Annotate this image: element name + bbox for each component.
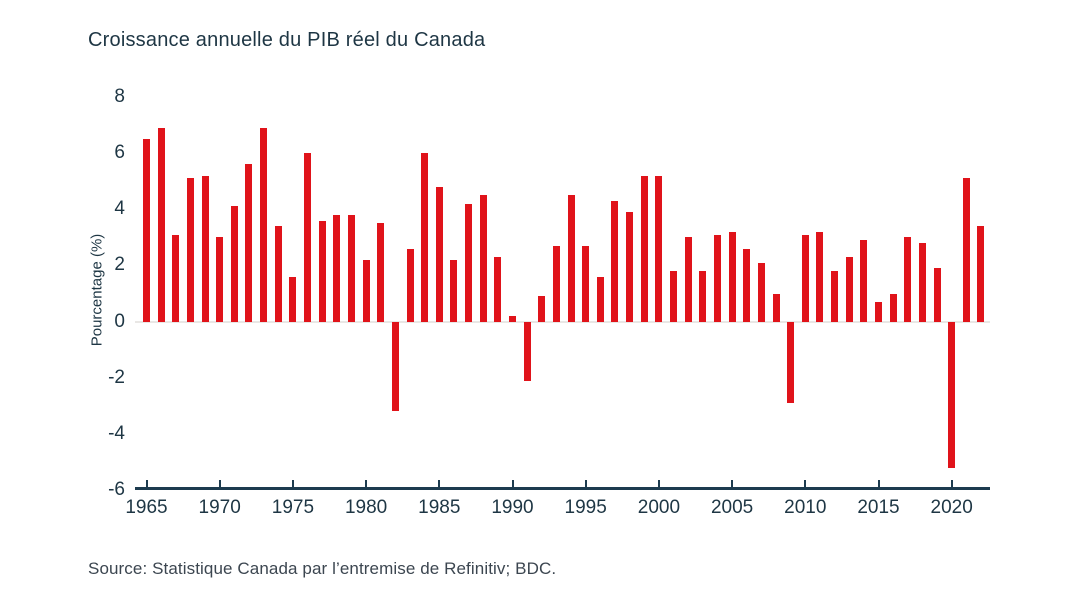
bar-1975 xyxy=(289,276,297,322)
bar-1982 xyxy=(391,321,399,412)
x-tick-label-2020: 2020 xyxy=(930,497,973,518)
x-tick-mark-2000 xyxy=(657,480,660,487)
x-tick-label-1985: 1985 xyxy=(418,497,461,518)
bar-1998 xyxy=(626,212,634,322)
bar-1971 xyxy=(230,206,238,322)
plot-area xyxy=(135,97,990,490)
bar-1990 xyxy=(509,315,516,322)
bar-2022 xyxy=(977,226,985,322)
x-tick-mark-2015 xyxy=(877,480,880,487)
x-tick-label-1990: 1990 xyxy=(491,497,534,518)
bar-1980 xyxy=(362,259,370,322)
x-tick-label-1975: 1975 xyxy=(271,497,315,518)
y-tick-label--4: -4 xyxy=(108,422,125,444)
x-tick-mark-1965 xyxy=(145,480,148,487)
bar-2010 xyxy=(801,234,809,322)
x-tick-label-1995: 1995 xyxy=(564,497,607,518)
bar-1992 xyxy=(538,296,546,322)
zero-baseline xyxy=(135,320,990,323)
bar-2008 xyxy=(772,293,780,322)
bar-2018 xyxy=(918,242,926,322)
bar-2016 xyxy=(889,293,897,322)
bar-2019 xyxy=(933,268,941,322)
bar-1967 xyxy=(172,234,180,322)
bar-2017 xyxy=(904,237,912,322)
bar-2009 xyxy=(787,321,795,403)
bar-2001 xyxy=(670,271,678,322)
bar-2003 xyxy=(699,271,707,322)
y-tick-label--6: -6 xyxy=(108,479,125,500)
x-tick-mark-2005 xyxy=(731,480,734,487)
bar-1995 xyxy=(582,245,590,322)
bar-1988 xyxy=(479,195,487,322)
y-tick-label-0: 0 xyxy=(114,310,125,332)
y-tick-label-2: 2 xyxy=(114,254,125,276)
x-tick-label-1965: 1965 xyxy=(125,497,168,518)
bar-1968 xyxy=(186,178,194,322)
bar-1984 xyxy=(421,153,429,322)
x-tick-label-1970: 1970 xyxy=(198,497,241,518)
x-tick-mark-2010 xyxy=(804,480,807,487)
x-tick-mark-1985 xyxy=(438,480,441,487)
chart-title: Croissance annuelle du PIB réel du Canad… xyxy=(88,29,486,51)
x-tick-label-2005: 2005 xyxy=(710,497,754,518)
bar-2000 xyxy=(655,175,663,322)
x-tick-mark-1990 xyxy=(511,480,514,487)
bar-2011 xyxy=(816,231,824,322)
bar-1977 xyxy=(318,220,326,322)
bar-1966 xyxy=(157,127,165,322)
bar-1985 xyxy=(435,186,443,322)
bar-1991 xyxy=(523,321,531,381)
bar-1994 xyxy=(567,195,575,322)
x-tick-label-2010: 2010 xyxy=(784,497,827,518)
bar-1986 xyxy=(450,259,458,322)
y-tick-label-6: 6 xyxy=(114,142,125,164)
bar-2005 xyxy=(728,231,736,322)
x-tick-mark-2020 xyxy=(950,480,953,487)
bar-2006 xyxy=(743,248,751,322)
bar-1974 xyxy=(274,226,282,322)
bar-1997 xyxy=(611,200,619,322)
bar-1973 xyxy=(260,127,268,322)
bar-2020 xyxy=(948,321,956,468)
bar-1983 xyxy=(406,248,414,322)
x-tick-mark-1970 xyxy=(218,480,221,487)
bar-1972 xyxy=(245,164,253,322)
bar-2015 xyxy=(875,301,882,322)
bar-2012 xyxy=(831,271,839,322)
bar-2002 xyxy=(684,237,692,322)
bar-1978 xyxy=(333,214,341,322)
bar-1970 xyxy=(216,237,224,322)
x-tick-mark-1980 xyxy=(365,480,368,487)
bar-1969 xyxy=(201,175,209,322)
x-tick-mark-1995 xyxy=(584,480,587,487)
bar-1976 xyxy=(304,153,312,322)
x-tick-label-2015: 2015 xyxy=(857,497,900,518)
bar-1965 xyxy=(143,139,150,322)
bar-1999 xyxy=(640,175,648,322)
x-axis-line xyxy=(135,487,990,490)
bar-2014 xyxy=(860,240,868,322)
bar-1979 xyxy=(347,214,355,322)
bar-1981 xyxy=(377,223,385,322)
bar-1987 xyxy=(465,203,473,322)
source-note: Source: Statistique Canada par l’entremi… xyxy=(88,559,557,578)
bar-2004 xyxy=(713,234,721,322)
x-tick-label-2000: 2000 xyxy=(637,497,681,518)
y-tick-label-4: 4 xyxy=(114,198,125,220)
y-tick-label--2: -2 xyxy=(108,366,125,388)
bar-2013 xyxy=(845,257,853,322)
y-tick-label-8: 8 xyxy=(114,86,125,107)
x-tick-label-1980: 1980 xyxy=(344,497,388,518)
bar-1989 xyxy=(494,257,502,322)
bar-1993 xyxy=(552,245,560,322)
bar-1996 xyxy=(596,276,604,322)
bar-2007 xyxy=(757,262,765,322)
x-tick-mark-1975 xyxy=(291,480,294,487)
bar-2021 xyxy=(962,178,970,322)
